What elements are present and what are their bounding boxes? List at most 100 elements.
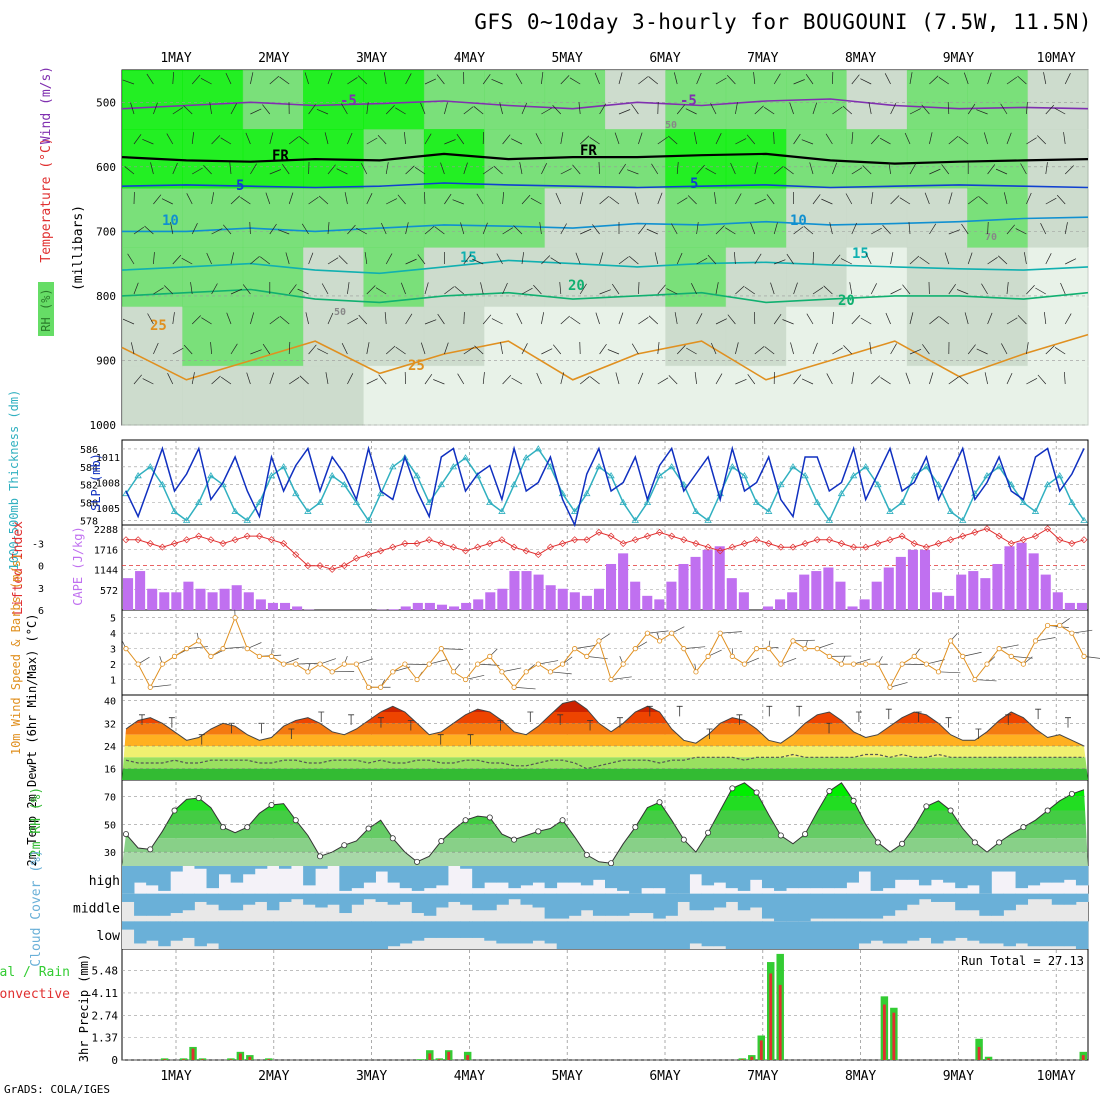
cloud-cell	[303, 921, 316, 949]
temp-band	[122, 757, 1088, 769]
surface-wind-barb	[744, 657, 760, 665]
cloud-axis-label: Cloud Cover (%)	[29, 849, 44, 966]
wind-speed-marker	[899, 661, 905, 667]
wind-barb	[589, 136, 600, 145]
wind-barb	[753, 72, 756, 85]
cape-tick: 1144	[94, 566, 118, 577]
rh-cell	[665, 70, 727, 130]
wind-barb	[905, 372, 911, 385]
cape-bar	[436, 604, 448, 610]
li-marker	[183, 536, 191, 544]
slp-line	[125, 445, 1085, 528]
wind-barb	[269, 169, 282, 175]
cloud-cell	[1003, 893, 1016, 911]
wind-barb	[638, 76, 649, 85]
precip-tick: 2.74	[92, 1009, 119, 1022]
wind-barb	[638, 372, 644, 385]
cloud-cell	[508, 866, 521, 889]
wind-barb	[890, 343, 897, 355]
wind-barb	[223, 224, 232, 235]
wind-barb	[142, 378, 154, 385]
wind-barb	[1064, 165, 1074, 175]
wind-barb	[172, 107, 184, 115]
thickness-marker	[546, 463, 555, 470]
cloud-cell	[653, 893, 666, 919]
wind-barb	[269, 75, 280, 85]
thickness-marker	[498, 507, 506, 514]
wind-barb	[1043, 312, 1047, 325]
day-label-top: 5MAY	[552, 51, 583, 66]
li-tick: 3	[38, 584, 44, 595]
wind-barb	[279, 316, 290, 325]
rh-cell	[786, 306, 847, 367]
thickness-marker	[304, 507, 312, 514]
temp-band	[122, 746, 1088, 758]
wind-barb	[958, 136, 969, 145]
wind-barb	[628, 256, 639, 265]
cloud-cell	[146, 893, 159, 916]
wind-barb	[735, 138, 747, 145]
rh-cell	[786, 365, 847, 426]
rh-marker	[365, 825, 372, 832]
wind-barb	[366, 285, 376, 295]
wind-barb	[870, 134, 880, 145]
rh-cell	[846, 129, 908, 189]
wind-speed-marker	[814, 646, 820, 652]
wind-barb	[710, 342, 717, 355]
minmax-whisker	[198, 734, 205, 745]
cloud-cell	[798, 893, 811, 922]
isotherm-line	[122, 216, 1089, 233]
wind-barb	[211, 135, 221, 145]
surface-wind-barb	[514, 686, 536, 690]
wind-barb	[463, 254, 472, 265]
wind-barb	[318, 195, 329, 205]
surface-wind-barb	[441, 648, 464, 650]
cloud-cell	[810, 866, 823, 889]
cape-bar	[835, 581, 846, 610]
wind-speed-marker	[523, 669, 529, 675]
li-marker	[607, 532, 615, 540]
precip-conv-bar	[740, 1059, 744, 1060]
wind-barb	[922, 344, 930, 355]
wind-barb	[511, 377, 523, 385]
cloud-cell	[230, 893, 244, 911]
cloud-cell	[846, 893, 859, 919]
wind-barb	[832, 106, 843, 115]
precip-conv-bar	[182, 1059, 185, 1060]
precip-conv-bar	[201, 1059, 204, 1060]
thickness-marker	[425, 498, 433, 506]
wind-barb	[1054, 107, 1066, 115]
rh-marker	[971, 839, 978, 846]
li-marker	[1031, 532, 1039, 540]
wind-barb	[589, 376, 600, 385]
cloud-cell	[399, 921, 413, 944]
cloud-cell	[194, 866, 207, 869]
legend-temperature: Temperature (°C)	[39, 137, 54, 262]
wind-barb	[375, 287, 387, 295]
wind-barb	[417, 254, 426, 265]
rh-cell	[423, 129, 485, 189]
wind-barb	[958, 375, 969, 385]
wind-barb	[1017, 315, 1027, 325]
wind-barb	[327, 72, 333, 85]
wind-barb	[618, 256, 629, 265]
cloud-cell	[472, 866, 485, 889]
thickness-tick: 578	[80, 517, 98, 528]
cloud-cell	[375, 921, 389, 949]
cloud-cell	[122, 866, 135, 894]
wind-barb	[502, 134, 511, 145]
cape-bar	[255, 599, 266, 610]
wind-barb	[929, 75, 939, 85]
wind-barb	[676, 162, 679, 175]
wind-barb	[938, 76, 949, 85]
wind-barb	[812, 251, 814, 265]
cloud-cell	[1015, 893, 1029, 905]
wind-speed-marker	[414, 676, 420, 683]
wind-barb	[541, 107, 552, 115]
wind-barb	[1020, 163, 1027, 175]
cloud-cell	[315, 893, 328, 908]
rh-marker	[996, 839, 1003, 846]
wind-barb	[1006, 372, 1013, 385]
minmax-whisker	[706, 728, 713, 739]
wind-barb	[269, 132, 274, 145]
